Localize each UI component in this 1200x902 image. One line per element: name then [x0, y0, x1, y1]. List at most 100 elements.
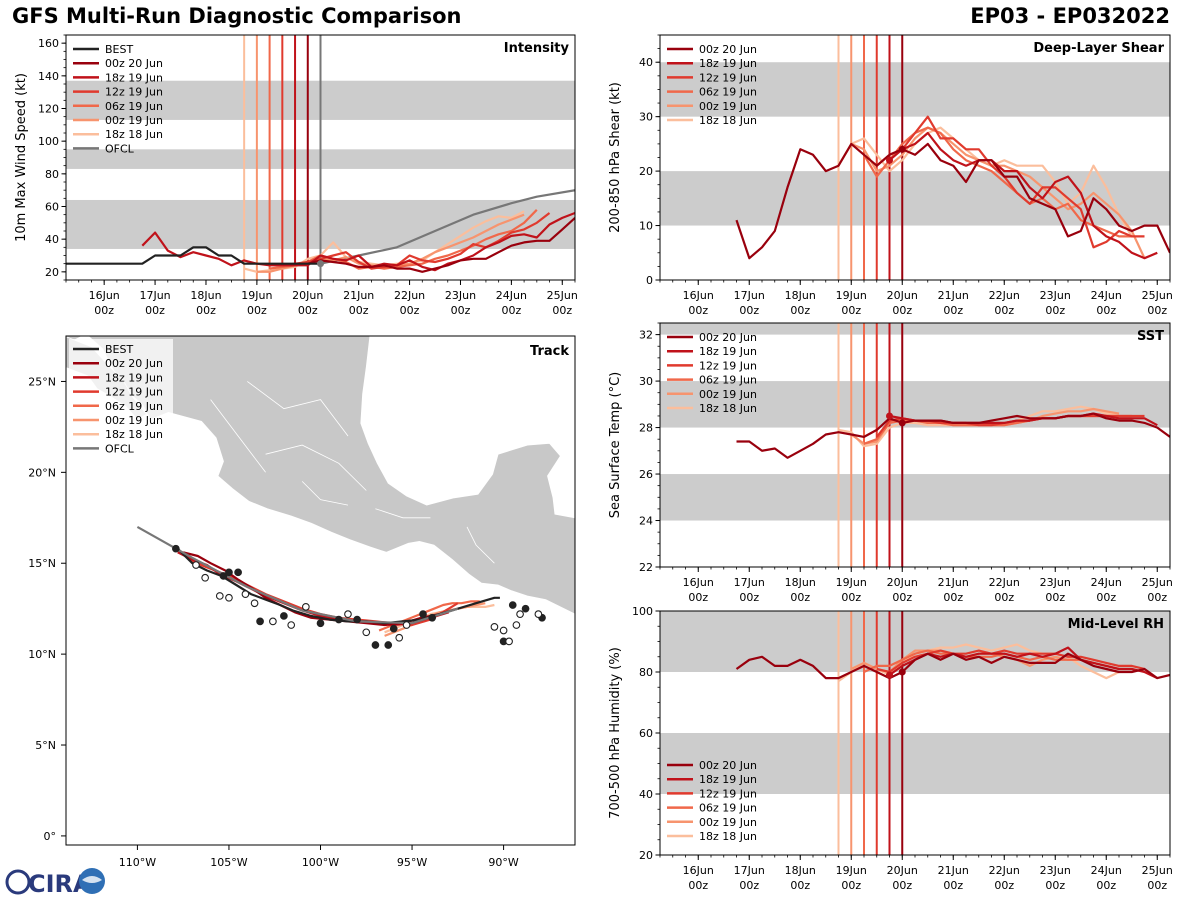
sst-panel-title: SST [1137, 329, 1164, 344]
shear-y-tick-label: 30 [639, 111, 653, 124]
shear-band [660, 62, 1170, 117]
intensity-series-line [141, 211, 575, 272]
shear-series-line [735, 142, 1170, 260]
rh-x-tick-day-label: 24Jun [1091, 864, 1122, 877]
rh-x-tick-hour-label: 00z [943, 879, 963, 892]
shear-legend-label: 00z 19 Jun [699, 100, 757, 113]
track-y-tick-label: 20°N [28, 466, 56, 479]
sst-x-tick-day-label: 18Jun [785, 576, 816, 589]
track-best-marker [505, 637, 513, 646]
sst-x-tick-day-label: 20Jun [887, 576, 918, 589]
track-series-line [384, 603, 495, 634]
sst-legend-label: 00z 19 Jun [699, 388, 757, 401]
intensity-series-line [320, 189, 575, 265]
track-panel-title: Track [530, 344, 569, 359]
shear-x-tick-day-label: 20Jun [887, 289, 918, 302]
shear-x-tick-day-label: 19Jun [836, 289, 867, 302]
track-best-marker [508, 601, 517, 609]
track-best-marker [419, 610, 427, 618]
shear-band [660, 171, 1170, 226]
intensity-y-tick-label: 120 [38, 103, 59, 116]
intensity-x-tick-hour-label: 00z [451, 304, 471, 317]
shear-x-tick-day-label: 16Jun [683, 289, 714, 302]
shear-x-tick-hour-label: 00z [943, 304, 963, 317]
track-y-tick-label: 0° [44, 830, 57, 843]
intensity-y-tick-label: 140 [38, 70, 59, 83]
sst-x-tick-day-label: 24Jun [1091, 576, 1122, 589]
track-best-marker [534, 610, 543, 618]
intensity-x-tick-day-label: 19Jun [241, 289, 272, 302]
sst-legend-label: 18z 18 Jun [699, 402, 757, 415]
shear-legend-label: 18z 18 Jun [699, 114, 757, 127]
shear-legend-label: 00z 20 Jun [699, 43, 757, 56]
cira-logo: CIRA [4, 866, 114, 902]
track-best-marker [316, 619, 325, 628]
track-y-tick-label: 15°N [28, 557, 56, 570]
track-legend-label: BEST [105, 343, 133, 356]
rh-x-tick-day-label: 23Jun [1040, 864, 1071, 877]
track-y-tick-label: 10°N [28, 648, 56, 661]
shear-x-tick-hour-label: 00z [688, 304, 708, 317]
sst-legend-label: 00z 20 Jun [699, 331, 757, 344]
rh-band [660, 733, 1170, 794]
track-x-tick-label: 95°W [397, 856, 427, 869]
track-best-marker [344, 610, 352, 618]
rh-x-tick-hour-label: 00z [1045, 879, 1065, 892]
intensity-x-tick-day-label: 17Jun [139, 289, 170, 302]
figure-title: GFS Multi-Run Diagnostic Comparison [12, 4, 462, 28]
shear-x-tick-day-label: 18Jun [785, 289, 816, 302]
intensity-x-tick-hour-label: 00z [196, 304, 216, 317]
intensity-y-axis-label: 10m Max Wind Speed (kt) [14, 73, 29, 242]
track-best-marker [353, 615, 361, 624]
track-state-border [375, 508, 431, 519]
rh-y-axis-label: 700-500 hPa Humidity (%) [608, 647, 623, 819]
intensity-x-tick-day-label: 22Jun [394, 289, 425, 302]
shear-series-line [876, 115, 1145, 249]
track-best-marker [250, 599, 259, 608]
intensity-y-tick-label: 20 [45, 266, 59, 279]
track-best-marker [499, 626, 508, 635]
track-legend-box [69, 339, 173, 458]
shear-x-tick-hour-label: 00z [892, 304, 912, 317]
shear-x-tick-day-label: 25Jun [1142, 289, 1173, 302]
shear-analysis-marker [898, 145, 906, 153]
track-best-marker [269, 617, 277, 626]
intensity-x-tick-day-label: 21Jun [343, 289, 374, 302]
sst-x-tick-hour-label: 00z [790, 591, 810, 604]
intensity-legend-label: 00z 19 Jun [105, 114, 163, 127]
sst-band [660, 323, 1170, 335]
intensity-y-tick-label: 80 [45, 168, 59, 181]
rh-series-line [888, 646, 1158, 680]
sst-x-tick-hour-label: 00z [943, 591, 963, 604]
track-x-tick-label: 100°W [302, 856, 339, 869]
sst-x-tick-hour-label: 00z [688, 591, 708, 604]
sst-legend-label: 06z 19 Jun [699, 374, 757, 387]
track-best-marker [172, 544, 180, 553]
shear-x-tick-day-label: 17Jun [734, 289, 765, 302]
sst-y-tick-label: 24 [639, 515, 653, 528]
sst-x-tick-day-label: 22Jun [989, 576, 1020, 589]
shear-legend-label: 12z 19 Jun [699, 71, 757, 84]
intensity-legend-label: 12z 19 Jun [105, 86, 163, 99]
shear-series-line [888, 131, 1158, 260]
track-best-marker [241, 590, 250, 598]
track-best-marker [280, 612, 288, 620]
sst-x-tick-day-label: 21Jun [938, 576, 969, 589]
shear-x-tick-hour-label: 00z [1045, 304, 1065, 317]
shear-x-tick-day-label: 21Jun [938, 289, 969, 302]
shear-plot-area [660, 35, 1170, 280]
track-series-line [182, 551, 440, 627]
sst-x-tick-day-label: 16Jun [683, 576, 714, 589]
rh-legend-label: 18z 18 Jun [699, 830, 757, 843]
rh-analysis-marker [886, 671, 893, 679]
rh-analysis-marker [898, 668, 906, 676]
shear-analysis-marker [886, 156, 893, 164]
track-best-marker [389, 624, 398, 633]
rh-x-tick-hour-label: 00z [1147, 879, 1167, 892]
rh-y-tick-label: 40 [639, 788, 653, 801]
shear-x-tick-hour-label: 00z [841, 304, 861, 317]
rh-x-tick-day-label: 20Jun [887, 864, 918, 877]
sst-x-tick-day-label: 23Jun [1040, 576, 1071, 589]
rh-x-tick-hour-label: 00z [1096, 879, 1116, 892]
